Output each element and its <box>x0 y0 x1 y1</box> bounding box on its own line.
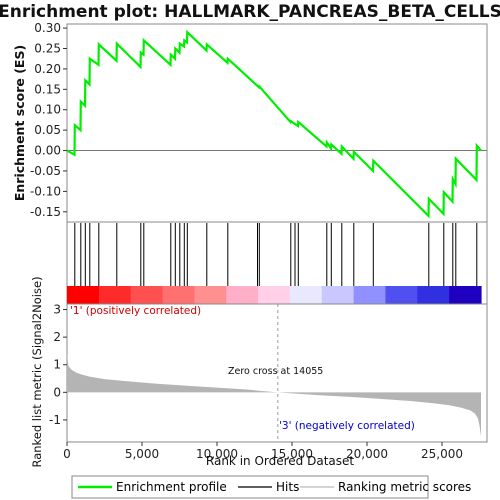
es-y-tick-label: 0.25 <box>34 41 61 55</box>
es-y-tick-label: 0.10 <box>34 103 61 117</box>
metric-y-tick-label: 3 <box>53 303 61 317</box>
es-y-tick-label: 0.05 <box>34 123 61 137</box>
positive-correlation-label: '1' (positively correlated) <box>70 305 201 317</box>
heatmap-cell <box>322 286 354 304</box>
hits-panel <box>67 222 487 304</box>
es-panel-frame <box>67 24 487 222</box>
x-tick-label: 5,000 <box>125 447 159 461</box>
metric-y-label: Ranked list metric (Signal2Noise) <box>30 276 44 467</box>
es-panel: -0.15 -0.10 -0.05 0.00 0.05 0.10 0.15 0.20 0.25 0… <box>12 21 487 222</box>
x-axis-label: Rank in Ordered Dataset <box>206 454 354 468</box>
es-y-tick-label: -0.10 <box>30 184 61 198</box>
heatmap-cell <box>258 286 290 304</box>
es-y-tick-label: -0.15 <box>30 205 61 219</box>
heatmap-cell <box>131 286 163 304</box>
heatmap-cell <box>449 286 481 304</box>
heatmap-cell <box>99 286 131 304</box>
chart-title: Enrichment plot: HALLMARK_PANCREAS_BETA_… <box>0 2 500 22</box>
legend-label-hits: Hits <box>276 480 299 494</box>
ranking-heatmap <box>67 286 482 304</box>
metric-y-axis: -1 0 1 2 3 <box>49 303 67 427</box>
metric-panel: Zero cross at 14055 '1' (positively corr… <box>30 276 487 468</box>
heatmap-cell <box>163 286 195 304</box>
metric-y-tick-label: 0 <box>53 385 61 399</box>
metric-y-tick-label: 2 <box>53 330 61 344</box>
heatmap-cell <box>417 286 449 304</box>
es-y-tick-label: 0.30 <box>34 21 61 35</box>
zero-cross-label: Zero cross at 14055 <box>228 366 323 377</box>
es-y-axis: -0.15 -0.10 -0.05 0.00 0.05 0.10 0.15 0.20 0.25 0… <box>30 21 67 219</box>
heatmap-cell <box>226 286 258 304</box>
legend: Enrichment profile Hits Ranking metric s… <box>72 476 471 498</box>
es-y-label: Enrichment score (ES) <box>12 45 27 201</box>
legend-label-enrichment: Enrichment profile <box>116 480 227 494</box>
es-y-tick-label: 0.00 <box>34 144 61 158</box>
x-tick-label: 0 <box>63 447 71 461</box>
heatmap-cell <box>354 286 386 304</box>
legend-label-ranking: Ranking metric scores <box>338 480 471 494</box>
heatmap-cell <box>385 286 417 304</box>
metric-y-tick-label: -1 <box>49 413 61 427</box>
metric-y-tick-label: 1 <box>53 358 61 372</box>
es-y-tick-label: -0.05 <box>30 164 61 178</box>
heatmap-cell <box>67 286 99 304</box>
es-y-tick-label: 0.15 <box>34 82 61 96</box>
negative-correlation-label: '3' (negatively correlated) <box>279 420 415 432</box>
heatmap-cell <box>194 286 226 304</box>
x-tick-label: 25,000 <box>421 447 463 461</box>
heatmap-cell <box>290 286 322 304</box>
es-y-tick-label: 0.20 <box>34 62 61 76</box>
